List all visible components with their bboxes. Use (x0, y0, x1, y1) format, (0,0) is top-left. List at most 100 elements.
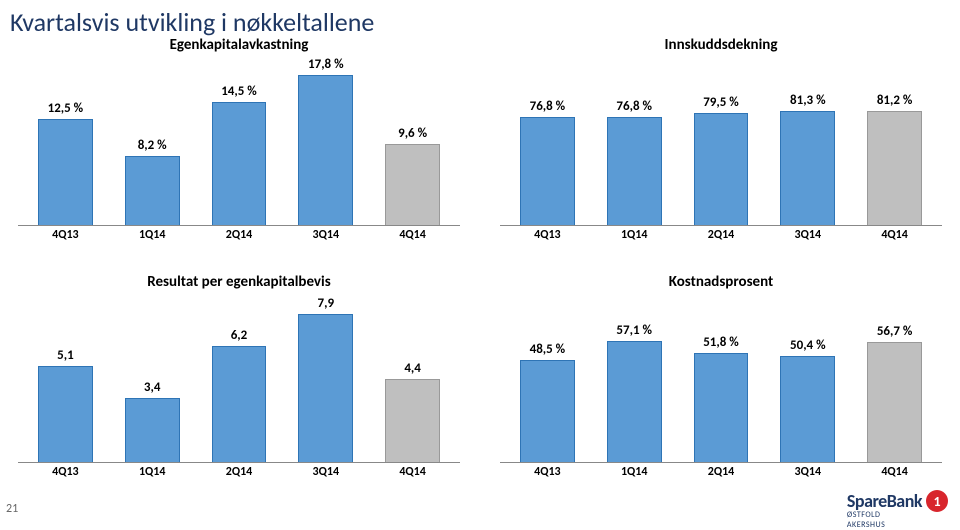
bar-value-label: 12,5 % (48, 101, 84, 116)
bar (867, 111, 922, 225)
xaxis-tick-label: 1Q14 (113, 228, 191, 242)
xaxis-tick-label: 1Q14 (595, 465, 673, 479)
bar-value-label: 51,8 % (703, 335, 739, 350)
bar-value-label: 3,4 (144, 380, 161, 395)
page-title: Kvartalsvis utvikling i nøkkeltallene (10, 6, 374, 38)
bar-wrap: 57,1 % (595, 293, 673, 462)
bar (867, 342, 922, 462)
chart-title: Kostnadsprosent (500, 273, 942, 291)
chart-xaxis: 4Q13 1Q14 2Q14 3Q14 4Q14 (18, 463, 460, 479)
bar (520, 117, 575, 225)
chart-title: Resultat per egenkapitalbevis (18, 273, 460, 291)
bar-wrap: 50,4 % (769, 293, 847, 462)
xaxis-tick-label: 3Q14 (287, 465, 365, 479)
bar (780, 356, 835, 462)
bar-wrap: 17,8 % (287, 56, 365, 225)
bar-value-label: 17,8 % (308, 57, 344, 72)
bar-value-label: 81,2 % (877, 93, 913, 108)
bar (520, 360, 575, 462)
chart-title: Innskuddsdekning (500, 36, 942, 54)
bar-wrap: 81,3 % (769, 56, 847, 225)
chart-plot: 12,5 % 8,2 % 14,5 % 17,8 % 9,6 % (18, 56, 460, 226)
chart-plot: 5,1 3,4 6,2 7,9 4,4 (18, 293, 460, 463)
bar-value-label: 8,2 % (138, 138, 167, 153)
bar (212, 346, 267, 462)
bar-wrap: 6,2 (200, 293, 278, 462)
bar-wrap: 48,5 % (508, 293, 586, 462)
bar (125, 398, 180, 462)
chart-xaxis: 4Q13 1Q14 2Q14 3Q14 4Q14 (500, 463, 942, 479)
brand-wordmark: SpareBank (847, 490, 922, 512)
chart-xaxis: 4Q13 1Q14 2Q14 3Q14 4Q14 (500, 226, 942, 242)
xaxis-tick-label: 4Q14 (374, 228, 452, 242)
xaxis-tick-label: 3Q14 (769, 228, 847, 242)
chart-plot: 76,8 % 76,8 % 79,5 % 81,3 % 81,2 % (500, 56, 942, 226)
bar-wrap: 56,7 % (856, 293, 934, 462)
bar-wrap: 76,8 % (595, 56, 673, 225)
bar (385, 379, 440, 462)
bar-wrap: 12,5 % (26, 56, 104, 225)
bar-wrap: 3,4 (113, 293, 191, 462)
bar (212, 102, 267, 225)
bar-wrap: 5,1 (26, 293, 104, 462)
xaxis-tick-label: 4Q14 (856, 465, 934, 479)
bar-value-label: 76,8 % (530, 99, 566, 114)
bar (694, 353, 749, 462)
xaxis-tick-label: 4Q14 (374, 465, 452, 479)
brand-badge-icon: 1 (926, 490, 948, 512)
bar-value-label: 5,1 (57, 348, 74, 363)
bar (298, 314, 353, 462)
bar-wrap: 4,4 (374, 293, 452, 462)
bar (125, 156, 180, 225)
bar-wrap: 51,8 % (682, 293, 760, 462)
bar (298, 75, 353, 225)
brand-subbrand: ØSTFOLD AKERSHUS (847, 510, 920, 530)
bar-value-label: 4,4 (404, 361, 421, 376)
chart-title: Egenkapitalavkastning (18, 36, 460, 54)
chart-egenkapitalavkastning: Egenkapitalavkastning 12,5 %8,2 %14,5 %1… (18, 36, 460, 263)
xaxis-tick-label: 1Q14 (113, 465, 191, 479)
bar (385, 144, 440, 225)
bar-wrap: 76,8 % (508, 56, 586, 225)
bar-wrap: 79,5 % (682, 56, 760, 225)
bar-value-label: 50,4 % (790, 338, 826, 353)
bar-value-label: 57,1 % (616, 323, 652, 338)
bar-value-label: 6,2 (231, 328, 248, 343)
bar-value-label: 14,5 % (221, 84, 257, 99)
bar-wrap: 9,6 % (374, 56, 452, 225)
bar-wrap: 81,2 % (856, 56, 934, 225)
xaxis-tick-label: 4Q13 (26, 228, 104, 242)
xaxis-tick-label: 4Q13 (508, 228, 586, 242)
bar (694, 113, 749, 225)
page-number: 21 (6, 502, 18, 516)
xaxis-tick-label: 4Q13 (508, 465, 586, 479)
bar (607, 117, 662, 225)
xaxis-tick-label: 3Q14 (769, 465, 847, 479)
bar (607, 341, 662, 462)
charts-grid: Egenkapitalavkastning 12,5 %8,2 %14,5 %1… (18, 36, 942, 500)
chart-xaxis: 4Q13 1Q14 2Q14 3Q14 4Q14 (18, 226, 460, 242)
chart-kostnadsprosent: Kostnadsprosent 48,5 % 57,1 % 51,8 % 50,4 %… (500, 273, 942, 500)
bar-wrap: 14,5 % (200, 56, 278, 225)
xaxis-tick-label: 2Q14 (682, 465, 760, 479)
xaxis-tick-label: 3Q14 (287, 228, 365, 242)
xaxis-tick-label: 4Q14 (856, 228, 934, 242)
bar-value-label: 81,3 % (790, 93, 826, 108)
xaxis-tick-label: 1Q14 (595, 228, 673, 242)
xaxis-tick-label: 2Q14 (200, 465, 278, 479)
bar-value-label: 7,9 (318, 296, 335, 311)
chart-plot: 48,5 % 57,1 % 51,8 % 50,4 % 56,7 % (500, 293, 942, 463)
chart-innskuddsdekning: Innskuddsdekning 76,8 % 76,8 % 79,5 % 81,3 … (500, 36, 942, 263)
bar-value-label: 79,5 % (703, 95, 739, 110)
bar-value-label: 48,5 % (530, 342, 566, 357)
bar-value-label: 76,8 % (616, 99, 652, 114)
xaxis-tick-label: 2Q14 (200, 228, 278, 242)
xaxis-tick-label: 2Q14 (682, 228, 760, 242)
bar (38, 366, 93, 462)
bar-wrap: 8,2 % (113, 56, 191, 225)
bar-value-label: 56,7 % (877, 324, 913, 339)
bar (780, 111, 835, 225)
brand-logo: SpareBank 1 ØSTFOLD AKERSHUS (847, 490, 948, 512)
chart-resultat: Resultat per egenkapitalbevis 5,1 3,4 6,2 7… (18, 273, 460, 500)
xaxis-tick-label: 4Q13 (26, 465, 104, 479)
